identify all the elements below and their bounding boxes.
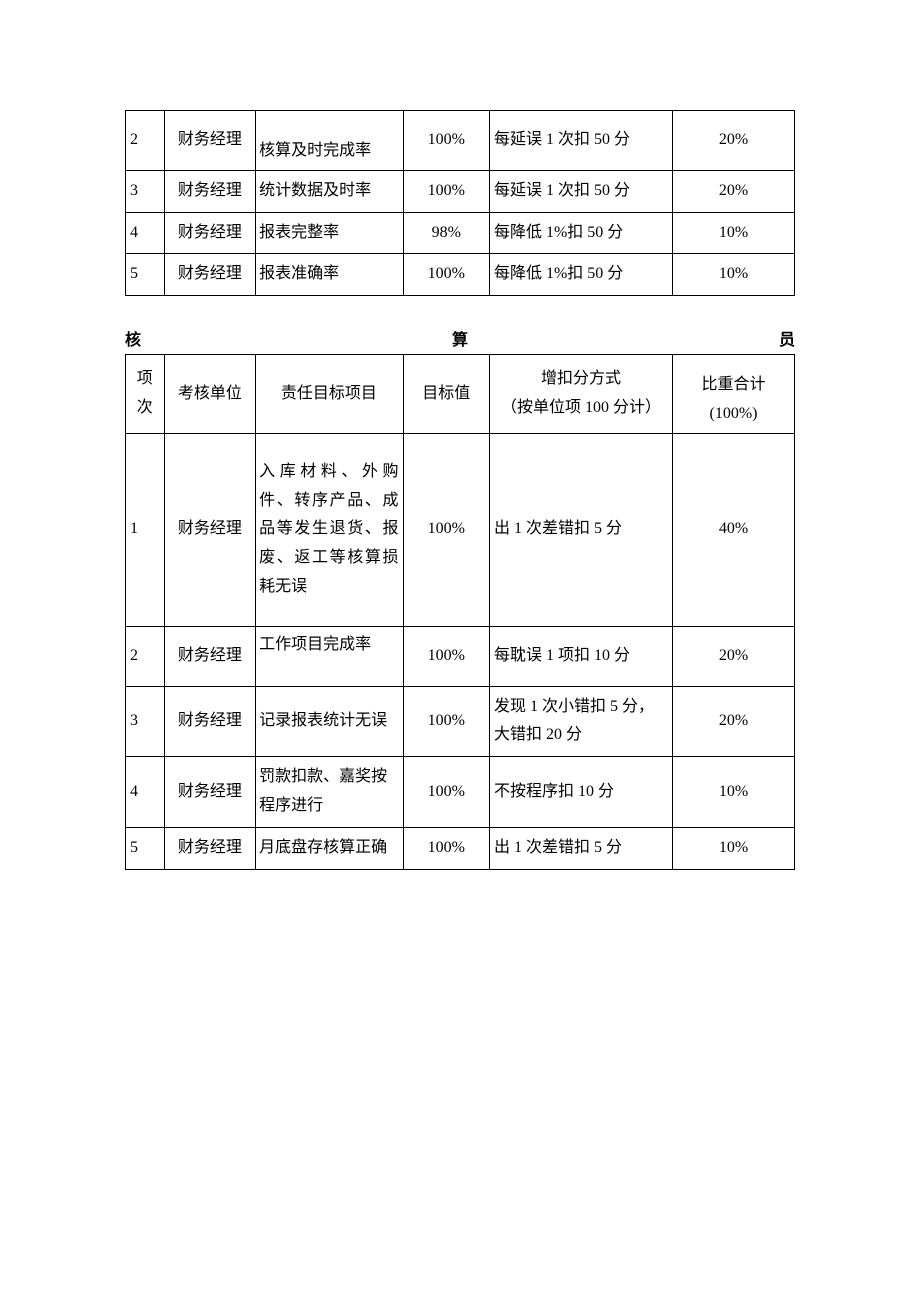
table-header-row: 项次考核单位责任目标项目目标值增扣分方式（按单位项 100 分计）比重合计(10… xyxy=(126,355,795,434)
table-row: 2财务经理工作项目完成率100%每耽误 1 项扣 10 分20% xyxy=(126,626,795,686)
header-item: 责任目标项目 xyxy=(256,355,403,434)
target-value: 100% xyxy=(403,827,489,869)
header-weight: 比重合计(100%) xyxy=(672,355,794,434)
scoring-method: 每降低 1%扣 50 分 xyxy=(489,254,672,296)
responsibility-item: 入库材料、外购件、转序产品、成品等发生退货、报废、返工等核算损耗无误 xyxy=(256,433,403,626)
title-char-3: 员 xyxy=(779,326,795,350)
header-unit: 考核单位 xyxy=(164,355,256,434)
row-number: 4 xyxy=(126,212,165,254)
row-number: 3 xyxy=(126,686,165,757)
table-row: 5财务经理月底盘存核算正确100%出 1 次差错扣 5 分10% xyxy=(126,827,795,869)
weight-percent: 20% xyxy=(672,170,794,212)
assessment-unit: 财务经理 xyxy=(164,254,256,296)
responsibility-item: 月底盘存核算正确 xyxy=(256,827,403,869)
title-char-1: 核 xyxy=(125,326,141,350)
row-number: 5 xyxy=(126,254,165,296)
weight-percent: 20% xyxy=(672,626,794,686)
responsibility-item: 记录报表统计无误 xyxy=(256,686,403,757)
assessment-unit: 财务经理 xyxy=(164,757,256,828)
responsibility-item: 工作项目完成率 xyxy=(256,626,403,686)
table-row: 5财务经理报表准确率100%每降低 1%扣 50 分10% xyxy=(126,254,795,296)
target-value: 100% xyxy=(403,111,489,171)
scoring-method: 出 1 次差错扣 5 分 xyxy=(489,827,672,869)
target-value: 100% xyxy=(403,757,489,828)
responsibility-item: 核算及时完成率 xyxy=(256,111,403,171)
assessment-unit: 财务经理 xyxy=(164,111,256,171)
row-number: 4 xyxy=(126,757,165,828)
header-target: 目标值 xyxy=(403,355,489,434)
section-title-accountant: 核 算 员 xyxy=(125,326,795,350)
target-value: 100% xyxy=(403,254,489,296)
table-row: 4财务经理罚款扣款、嘉奖按程序进行100%不按程序扣 10 分10% xyxy=(126,757,795,828)
table-row: 3财务经理统计数据及时率100%每延误 1 次扣 50 分20% xyxy=(126,170,795,212)
table-row: 1财务经理入库材料、外购件、转序产品、成品等发生退货、报废、返工等核算损耗无误1… xyxy=(126,433,795,626)
weight-percent: 40% xyxy=(672,433,794,626)
weight-percent: 10% xyxy=(672,254,794,296)
target-value: 100% xyxy=(403,433,489,626)
assessment-unit: 财务经理 xyxy=(164,433,256,626)
target-value: 98% xyxy=(403,212,489,254)
performance-table-2: 项次考核单位责任目标项目目标值增扣分方式（按单位项 100 分计）比重合计(10… xyxy=(125,354,795,869)
responsibility-item: 统计数据及时率 xyxy=(256,170,403,212)
scoring-method: 不按程序扣 10 分 xyxy=(489,757,672,828)
scoring-method: 每延误 1 次扣 50 分 xyxy=(489,170,672,212)
performance-table-1: 2财务经理核算及时完成率100%每延误 1 次扣 50 分20%3财务经理统计数… xyxy=(125,110,795,296)
table-row: 3财务经理记录报表统计无误100%发现 1 次小错扣 5 分，大错扣 20 分2… xyxy=(126,686,795,757)
scoring-method: 每延误 1 次扣 50 分 xyxy=(489,111,672,171)
title-char-2: 算 xyxy=(452,326,468,350)
weight-percent: 10% xyxy=(672,212,794,254)
scoring-method: 出 1 次差错扣 5 分 xyxy=(489,433,672,626)
row-number: 1 xyxy=(126,433,165,626)
weight-percent: 20% xyxy=(672,111,794,171)
header-num: 项次 xyxy=(126,355,165,434)
assessment-unit: 财务经理 xyxy=(164,212,256,254)
row-number: 2 xyxy=(126,626,165,686)
assessment-unit: 财务经理 xyxy=(164,686,256,757)
scoring-method: 每降低 1%扣 50 分 xyxy=(489,212,672,254)
responsibility-item: 报表完整率 xyxy=(256,212,403,254)
responsibility-item: 报表准确率 xyxy=(256,254,403,296)
header-method: 增扣分方式（按单位项 100 分计） xyxy=(489,355,672,434)
row-number: 3 xyxy=(126,170,165,212)
row-number: 2 xyxy=(126,111,165,171)
responsibility-item: 罚款扣款、嘉奖按程序进行 xyxy=(256,757,403,828)
weight-percent: 10% xyxy=(672,827,794,869)
table-row: 2财务经理核算及时完成率100%每延误 1 次扣 50 分20% xyxy=(126,111,795,171)
row-number: 5 xyxy=(126,827,165,869)
scoring-method: 发现 1 次小错扣 5 分，大错扣 20 分 xyxy=(489,686,672,757)
table-row: 4财务经理报表完整率98%每降低 1%扣 50 分10% xyxy=(126,212,795,254)
target-value: 100% xyxy=(403,626,489,686)
weight-percent: 20% xyxy=(672,686,794,757)
target-value: 100% xyxy=(403,170,489,212)
target-value: 100% xyxy=(403,686,489,757)
assessment-unit: 财务经理 xyxy=(164,827,256,869)
assessment-unit: 财务经理 xyxy=(164,626,256,686)
assessment-unit: 财务经理 xyxy=(164,170,256,212)
weight-percent: 10% xyxy=(672,757,794,828)
scoring-method: 每耽误 1 项扣 10 分 xyxy=(489,626,672,686)
